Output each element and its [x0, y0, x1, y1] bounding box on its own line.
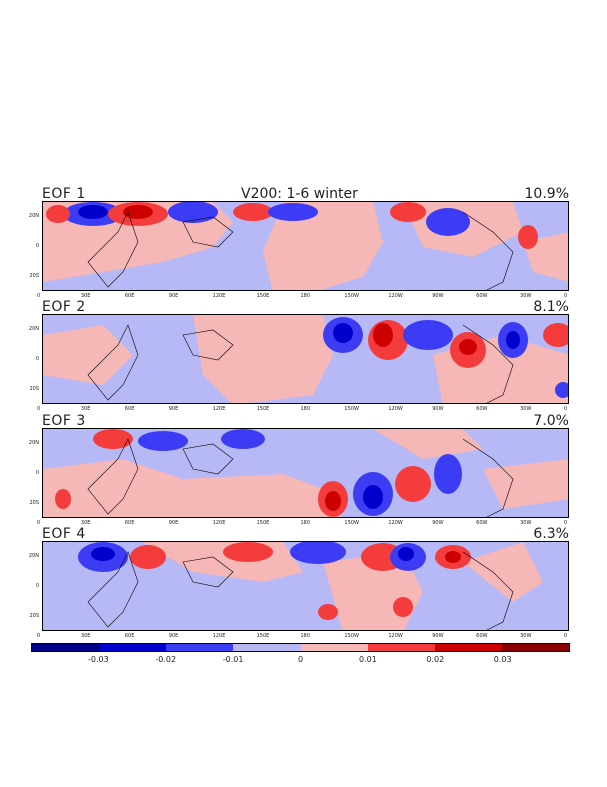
colorbar-label: -0.03 [88, 655, 109, 664]
colorbar-segment [166, 644, 234, 651]
lon-tick-label: 120W [388, 406, 403, 412]
lon-tick-label: 150W [344, 406, 359, 412]
lon-tick-label: 60E [124, 520, 135, 526]
lon-tick-label: 0 [564, 520, 568, 526]
p2-lat-0: 0 [35, 356, 39, 362]
lon-tick-label: 90E [168, 406, 179, 412]
lon-tick-label: 120E [212, 633, 226, 639]
lon-tick-label: 0 [37, 520, 41, 526]
panel-1-label: EOF 1 [42, 186, 86, 202]
lon-tick-label: 30E [80, 406, 91, 412]
lon-tick-label: 0 [564, 406, 568, 412]
colorbar-segment [233, 644, 301, 651]
lon-tick-label: 60E [124, 406, 135, 412]
p1-lat-20s: 20S [29, 273, 39, 279]
eof-4-map [42, 541, 569, 631]
p1-lat-0: 0 [35, 243, 39, 249]
lon-tick-label: 150E [256, 520, 270, 526]
p1-lat-20n: 20N [28, 213, 39, 219]
lon-tick-label: 90W [432, 406, 444, 412]
eof-4-field [43, 542, 568, 630]
lon-tick-label: 30W [520, 520, 532, 526]
lon-tick-label: 120E [212, 406, 226, 412]
lon-tick-label: 90W [432, 520, 444, 526]
lon-tick-label: 120W [388, 520, 403, 526]
lon-tick-label: 60E [124, 633, 135, 639]
panel-3-label: EOF 3 [42, 413, 86, 429]
lon-tick-label: 30E [80, 633, 91, 639]
lon-tick-label: 0 [37, 293, 41, 299]
lon-tick-label: 0 [564, 293, 568, 299]
figure-title: V200: 1-6 winter [241, 186, 358, 202]
eof-1-map [42, 201, 569, 291]
panel-2-variance: 8.1% [533, 299, 569, 315]
panel-4-variance: 6.3% [533, 526, 569, 542]
colorbar-label: -0.02 [155, 655, 177, 664]
lon-tick-label: 90E [168, 633, 179, 639]
lon-tick-label: 150W [344, 520, 359, 526]
colorbar-label: -0.01 [222, 655, 244, 664]
lon-tick-label: 90E [168, 293, 179, 299]
lon-tick-label: 150E [256, 406, 270, 412]
lon-tick-label: 0 [564, 633, 568, 639]
lon-tick-label: 30W [520, 406, 532, 412]
lon-tick-label: 30E [80, 520, 91, 526]
lon-tick-label: 60E [124, 293, 135, 299]
lon-tick-label: 120W [388, 293, 403, 299]
lon-tick-label: 0 [37, 406, 41, 412]
lon-tick-label: 60W [476, 293, 488, 299]
lon-tick-label: 60W [476, 406, 488, 412]
p2-lat-20n: 20N [28, 326, 39, 332]
colorbar-label: 0.03 [493, 655, 512, 664]
p2-lat-20s: 20S [29, 386, 39, 392]
panel-1-variance: 10.9% [524, 186, 569, 202]
colorbar-segment [367, 644, 435, 651]
p3-lat-20s: 20S [29, 500, 39, 506]
colorbar-label: 0 [297, 655, 304, 664]
panel-4-label: EOF 4 [42, 526, 86, 542]
p4-lat-0: 0 [35, 583, 39, 589]
lon-tick-label: 90W [432, 633, 444, 639]
p4-lat-20s: 20S [29, 613, 39, 619]
p3-lat-0: 0 [35, 470, 39, 476]
eof-2-map [42, 314, 569, 404]
eof-3-field [43, 429, 568, 517]
colorbar-segment [434, 644, 502, 651]
lon-tick-label: 150W [344, 633, 359, 639]
lon-tick-label: 30E [80, 293, 91, 299]
colorbar [31, 643, 570, 652]
lon-tick-label: 60W [476, 520, 488, 526]
lon-tick-label: 120E [212, 293, 226, 299]
panel-2-label: EOF 2 [42, 299, 86, 315]
lon-tick-label: 180 [300, 520, 311, 526]
lon-tick-label: 60W [476, 633, 488, 639]
lon-tick-label: 90W [432, 293, 444, 299]
colorbar-label: 0.01 [358, 655, 377, 664]
lon-tick-label: 120E [212, 520, 226, 526]
lon-tick-label: 180 [300, 633, 311, 639]
lon-tick-label: 150E [256, 633, 270, 639]
lon-tick-label: 180 [300, 406, 311, 412]
lon-tick-label: 120W [388, 633, 403, 639]
lon-tick-label: 30W [520, 293, 532, 299]
lon-tick-label: 150W [344, 293, 359, 299]
colorbar-segment [99, 644, 167, 651]
lon-tick-label: 0 [37, 633, 41, 639]
p4-lat-20n: 20N [28, 553, 39, 559]
p3-lat-20n: 20N [28, 440, 39, 446]
colorbar-segment [300, 644, 368, 651]
lon-tick-label: 180 [300, 293, 311, 299]
panel-3-variance: 7.0% [533, 413, 569, 429]
colorbar-segment [32, 644, 100, 651]
colorbar-label: 0.02 [426, 655, 445, 664]
lon-tick-label: 150E [256, 293, 270, 299]
colorbar-segment [501, 644, 569, 651]
eof-1-field [43, 202, 568, 290]
lon-tick-label: 90E [168, 520, 179, 526]
eof-2-field [43, 315, 568, 403]
lon-tick-label: 30W [520, 633, 532, 639]
eof-3-map [42, 428, 569, 518]
